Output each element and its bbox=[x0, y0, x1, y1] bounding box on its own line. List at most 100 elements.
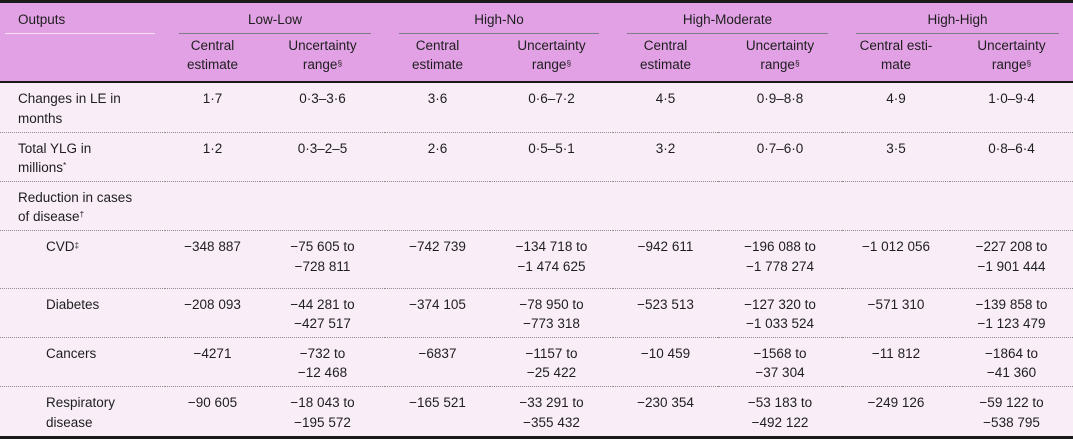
empty-header-cell bbox=[0, 34, 165, 82]
group-label: Low-Low bbox=[247, 12, 303, 27]
data-cell bbox=[490, 182, 613, 231]
data-cell bbox=[260, 182, 385, 231]
group-header-low-low: Low-Low bbox=[165, 2, 385, 35]
outputs-label: Outputs bbox=[18, 12, 66, 27]
footnote-marker: ‡ bbox=[74, 239, 80, 250]
data-cell: −227 208 to −1 901 444 bbox=[975, 239, 1048, 274]
footnote-marker: § bbox=[1026, 57, 1032, 68]
data-cell: −571 310 bbox=[867, 296, 925, 312]
group-header-high-no: High-No bbox=[385, 2, 613, 35]
data-cell: 0·9–8·8 bbox=[756, 91, 804, 107]
group-label: High-No bbox=[474, 12, 524, 27]
table-row-total-ylg: Total YLG in millions* 1·2 0·3–2–5 2·6 0… bbox=[0, 132, 1073, 181]
table-row-diabetes: Diabetes −208 093 −44 281 to −427 517 −3… bbox=[0, 288, 1073, 337]
data-cell bbox=[718, 182, 842, 231]
row-label: Total YLG in millions* bbox=[18, 140, 92, 175]
data-cell: −165 521 bbox=[409, 395, 466, 411]
data-cell: −6837 bbox=[418, 346, 457, 362]
table-row-cvd: CVD‡ −348 887 −75 605 to −728 811 −742 7… bbox=[0, 230, 1073, 288]
data-cell: −33 291 to −355 432 bbox=[519, 395, 584, 430]
table-body: Changes in LE in months 1·7 0·3–3·6 3·6 … bbox=[0, 82, 1073, 438]
data-cell: −11 812 bbox=[871, 346, 921, 362]
data-cell: 0·3–3·6 bbox=[299, 91, 346, 107]
data-cell: 0·5–5·1 bbox=[528, 140, 575, 156]
data-cell: −942 611 bbox=[637, 239, 694, 255]
data-cell bbox=[613, 182, 718, 231]
data-cell: −1568 to −37 304 bbox=[753, 346, 807, 381]
data-cell: −139 858 to −1 123 479 bbox=[975, 296, 1048, 331]
row-label: Respiratory disease bbox=[46, 395, 116, 430]
data-cell: −374 105 bbox=[409, 296, 466, 312]
data-cell: −1864 to −41 360 bbox=[985, 346, 1038, 381]
data-cell bbox=[950, 182, 1073, 231]
table-row-changes-in-le: Changes in LE in months 1·7 0·3–3·6 3·6 … bbox=[0, 82, 1073, 132]
data-cell: 0·6–7·2 bbox=[528, 91, 575, 107]
row-label: Changes in LE in months bbox=[18, 91, 121, 126]
data-cell: 1·2 bbox=[202, 140, 223, 156]
data-cell: 4·5 bbox=[655, 91, 676, 107]
row-label: Reduction in cases of disease† bbox=[18, 190, 133, 225]
data-cell: −78 950 to −773 318 bbox=[519, 296, 584, 331]
data-cell bbox=[165, 182, 260, 231]
data-cell: −230 354 bbox=[637, 395, 694, 411]
row-label: Cancers bbox=[46, 346, 97, 362]
central-estimate-header-low-low: Central estimate bbox=[186, 38, 239, 73]
data-cell: 1·7 bbox=[202, 91, 223, 107]
data-cell bbox=[385, 182, 490, 231]
data-cell: 1·0–9·4 bbox=[988, 91, 1035, 107]
data-cell: −53 183 to −492 122 bbox=[747, 395, 813, 430]
group-label: High-Moderate bbox=[682, 12, 773, 27]
data-cell: −59 122 to −538 795 bbox=[979, 395, 1044, 430]
footnote-marker: § bbox=[566, 57, 572, 68]
data-cell: −523 513 bbox=[637, 296, 694, 312]
central-estimate-header-high-high: Central esti- mate bbox=[859, 38, 933, 73]
data-cell: −44 281 to −427 517 bbox=[290, 296, 355, 331]
data-cell: 2·6 bbox=[427, 140, 448, 156]
data-cell: −1 012 056 bbox=[862, 239, 930, 255]
uncertainty-range-header-low-low: Uncertainty range§ bbox=[288, 38, 357, 73]
table-row-respiratory-disease: Respiratory disease −90 605 −18 043 to −… bbox=[0, 386, 1073, 437]
data-cell: −10 459 bbox=[640, 346, 691, 362]
footnote-marker: * bbox=[63, 160, 67, 171]
central-estimate-header-high-moderate: Central estimate bbox=[639, 38, 692, 73]
table-header: Outputs Low-Low High-No High-Moderate Hi… bbox=[0, 1, 1073, 83]
data-cell: 3·5 bbox=[886, 140, 906, 156]
data-cell: −732 to −12 468 bbox=[297, 346, 348, 381]
data-cell: 0·8–6·4 bbox=[988, 140, 1035, 156]
uncertainty-range-header-high-moderate: Uncertainty range§ bbox=[745, 38, 815, 73]
footnote-marker: § bbox=[794, 57, 800, 68]
data-cell: −348 887 bbox=[184, 239, 241, 255]
uncertainty-range-header-high-no: Uncertainty range§ bbox=[517, 38, 586, 73]
data-cell: 3·2 bbox=[655, 140, 676, 156]
data-cell: 3·6 bbox=[427, 91, 448, 107]
central-estimate-header-high-no: Central estimate bbox=[411, 38, 464, 73]
data-cell: 0·3–2–5 bbox=[297, 140, 348, 156]
data-cell bbox=[842, 182, 950, 231]
group-header-row: Outputs Low-Low High-No High-Moderate Hi… bbox=[0, 2, 1073, 35]
table-row-cancers: Cancers −4271 −732 to −12 468 −6837 −115… bbox=[0, 337, 1073, 387]
footnote-marker: † bbox=[79, 209, 85, 220]
outputs-column-header: Outputs bbox=[0, 2, 165, 35]
data-cell: −249 126 bbox=[867, 395, 925, 411]
footnote-marker: § bbox=[337, 57, 343, 68]
data-cell: 0·7–6·0 bbox=[756, 140, 804, 156]
data-cell: −134 718 to −1 474 625 bbox=[515, 239, 588, 274]
data-cell: −208 093 bbox=[184, 296, 241, 312]
table-row-reduction-in-cases: Reduction in cases of disease† bbox=[0, 181, 1073, 231]
data-cell: −18 043 to −195 572 bbox=[290, 395, 355, 430]
data-cell: −90 605 bbox=[187, 395, 238, 411]
data-cell: −75 605 to −728 811 bbox=[290, 239, 355, 274]
row-label: CVD‡ bbox=[46, 239, 80, 255]
data-cell: −4271 bbox=[193, 346, 232, 362]
data-cell: 4·9 bbox=[886, 91, 906, 107]
row-label: Diabetes bbox=[46, 296, 100, 312]
group-header-high-moderate: High-Moderate bbox=[613, 2, 842, 35]
sub-header-row: Central estimate Uncertainty range§ Cent… bbox=[0, 34, 1073, 82]
group-header-high-high: High-High bbox=[842, 2, 1073, 35]
data-cell: −196 088 to −1 778 274 bbox=[744, 239, 816, 274]
data-cell: −127 320 to −1 033 524 bbox=[744, 296, 816, 331]
data-cell: −742 739 bbox=[409, 239, 466, 255]
group-label: High-High bbox=[927, 12, 988, 27]
